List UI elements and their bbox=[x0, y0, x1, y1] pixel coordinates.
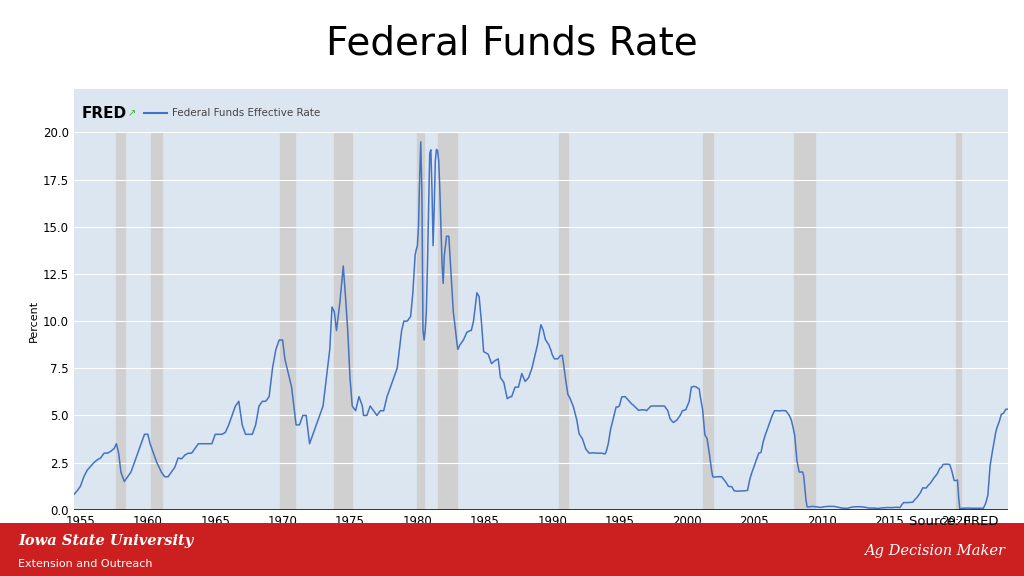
Text: Federal Funds Rate: Federal Funds Rate bbox=[326, 24, 698, 62]
Y-axis label: Percent: Percent bbox=[29, 300, 39, 342]
Bar bbox=[956, 132, 961, 510]
Bar bbox=[117, 132, 125, 510]
Bar bbox=[152, 132, 163, 510]
Text: Ag Decision Maker: Ag Decision Maker bbox=[864, 544, 1006, 558]
Bar bbox=[334, 132, 352, 510]
Bar bbox=[418, 132, 424, 510]
Text: Source: FRED: Source: FRED bbox=[909, 515, 998, 528]
Text: Iowa State University: Iowa State University bbox=[18, 534, 194, 548]
Text: FRED: FRED bbox=[81, 105, 126, 120]
Text: Federal Funds Effective Rate: Federal Funds Effective Rate bbox=[172, 108, 321, 118]
Bar bbox=[702, 132, 713, 510]
Bar bbox=[559, 132, 568, 510]
Text: ↗: ↗ bbox=[128, 108, 136, 118]
Bar bbox=[437, 132, 457, 510]
Bar bbox=[281, 132, 295, 510]
Bar bbox=[794, 132, 815, 510]
Text: Extension and Outreach: Extension and Outreach bbox=[18, 559, 153, 569]
